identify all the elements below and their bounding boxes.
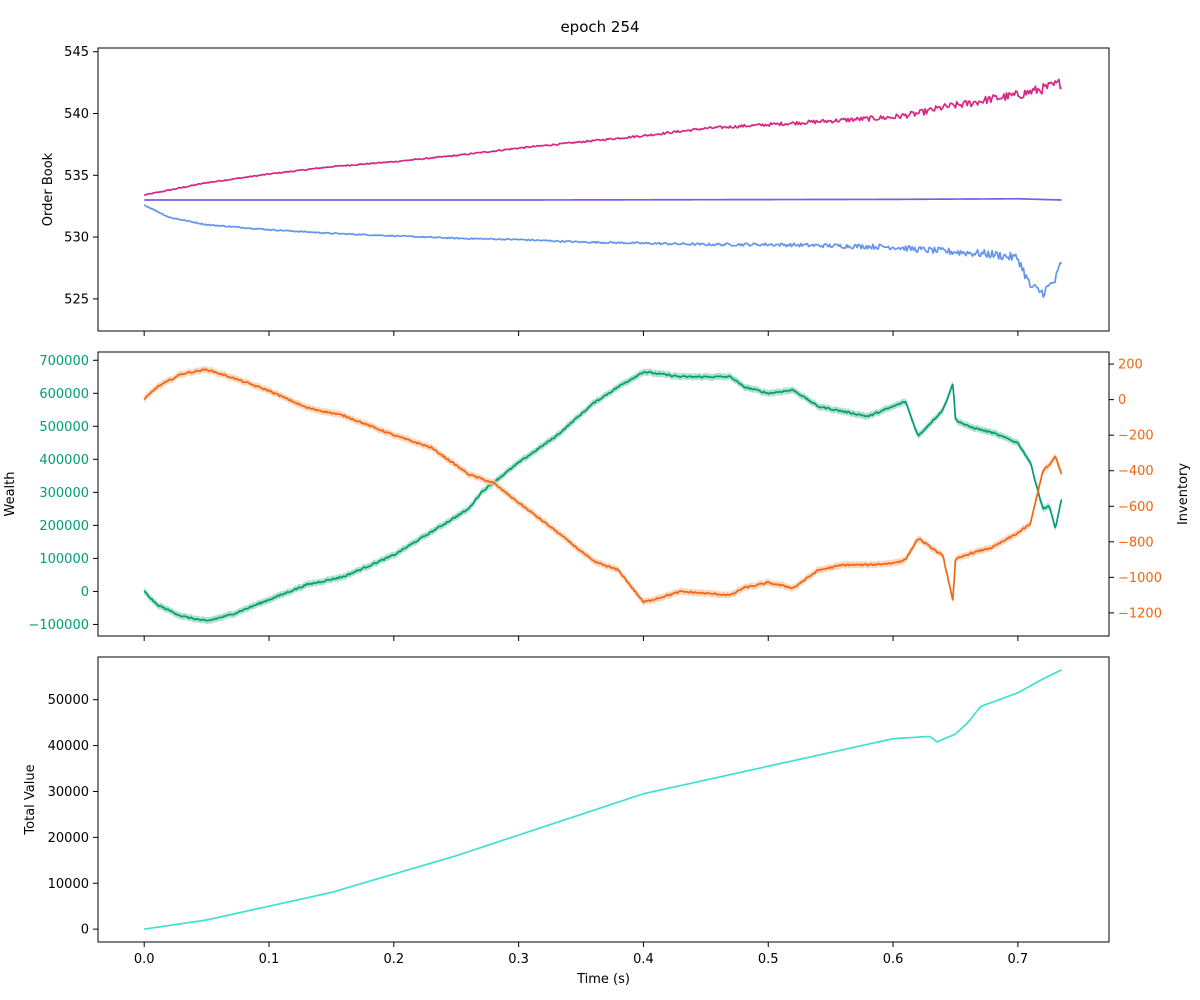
y-tick-label: 50000: [48, 693, 89, 708]
y2-tick-label: −400: [1118, 464, 1154, 479]
plot-frame: [97, 656, 1110, 943]
y2-tick-label: −600: [1118, 500, 1154, 515]
series-total-line: [144, 669, 1062, 930]
panel-wealth-inventory: −100000 0 100000 200000 300000 400000 500000 60…: [3, 351, 1191, 641]
y2-tick-label: −1000: [1118, 571, 1162, 586]
y-tick-label: 545: [64, 45, 89, 60]
x-tick-label: 0.2: [383, 952, 404, 967]
series-inventory-line: [143, 368, 1063, 604]
plot-frame: [97, 351, 1110, 637]
y-tick-label: 530: [64, 231, 89, 246]
y-tick-label: 700000: [39, 354, 89, 369]
x-axis-label: Time (s): [576, 972, 630, 987]
y-tick-label: 600000: [39, 387, 89, 402]
y-axis-label: Order Book: [41, 152, 56, 226]
x-tick-label: 0.1: [259, 952, 280, 967]
x-tick-label: 0.7: [1008, 952, 1029, 967]
y-tick-label: 20000: [48, 831, 89, 846]
y2-tick-label: −1200: [1118, 606, 1162, 621]
y-tick-label: 40000: [48, 739, 89, 754]
y-tick-label: 200000: [39, 519, 89, 534]
y-tick-label: 525: [64, 292, 89, 307]
series-wealth-line: [143, 371, 1063, 622]
panel-order-book: 525 530 535 540 545 Order Book: [41, 45, 1110, 336]
y2-axis-label: Inventory: [1176, 463, 1191, 525]
series-inventory-band: [144, 365, 1062, 606]
y-tick-label: 400000: [39, 453, 89, 468]
y-tick-label: 0: [81, 923, 89, 938]
y2-tick-label: −200: [1118, 429, 1154, 444]
y-tick-label: 500000: [39, 420, 89, 435]
series-bid-line: [143, 204, 1063, 299]
y-tick-label: 300000: [39, 486, 89, 501]
y-tick-label: −100000: [28, 618, 89, 633]
x-tick-label: 0.4: [633, 952, 654, 967]
y-tick-label: 535: [64, 169, 89, 184]
figure-title: epoch 254: [560, 18, 639, 36]
y-tick-label: 540: [64, 107, 89, 122]
x-tick-label: 0.5: [758, 952, 779, 967]
y-tick-label: 30000: [48, 785, 89, 800]
x-tick-label: 0.0: [134, 952, 155, 967]
y-tick-label: 10000: [48, 877, 89, 892]
y2-tick-label: 200: [1118, 358, 1143, 373]
y2-tick-label: −800: [1118, 535, 1154, 550]
series-ask-line: [144, 78, 1062, 196]
y-axis-label: Total Value: [23, 764, 38, 835]
plot-frame: [97, 47, 1110, 332]
y-tick-label: 0: [81, 585, 89, 600]
y-axis-label: Wealth: [3, 471, 18, 516]
x-tick-label: 0.6: [883, 952, 904, 967]
x-tick-label: 0.3: [508, 952, 529, 967]
y-tick-label: 100000: [39, 552, 89, 567]
series-mid-line: [144, 197, 1062, 201]
series-wealth-band: [144, 368, 1062, 625]
panel-total-value: 0.0 0.1 0.2 0.3 0.4 0.5 0.6 0.7 0 10000 20000 30000…: [23, 656, 1110, 987]
y2-tick-label: 0: [1118, 393, 1126, 408]
